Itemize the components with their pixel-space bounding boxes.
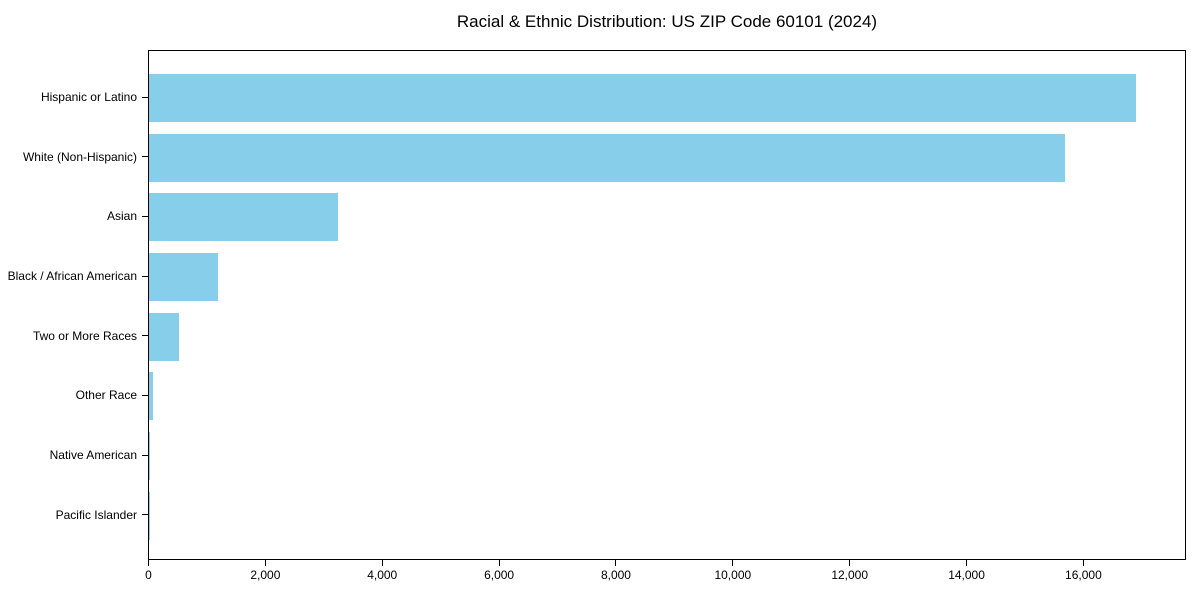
plot-area bbox=[148, 50, 1186, 560]
bar-asian bbox=[149, 193, 338, 242]
x-tick-mark bbox=[615, 560, 617, 566]
x-tick-label-16000: 16,000 bbox=[1065, 568, 1102, 582]
x-tick-label-0: 0 bbox=[145, 568, 152, 582]
x-tick-mark bbox=[148, 560, 149, 566]
y-tick-label-hispanic-or-latino: Hispanic or Latino bbox=[40, 90, 137, 104]
y-tick-mark bbox=[142, 215, 148, 217]
y-tick-label-asian: Asian bbox=[106, 209, 137, 224]
bar-black-african-american bbox=[149, 253, 218, 301]
bar-native-american bbox=[149, 432, 150, 481]
y-tick-mark bbox=[142, 96, 148, 98]
chart-title: Racial & Ethnic Distribution: US ZIP Cod… bbox=[456, 12, 878, 31]
bar-white-non-hispanic bbox=[149, 133, 1065, 182]
x-tick-label-14000: 14,000 bbox=[948, 568, 985, 582]
y-tick-mark bbox=[142, 156, 148, 158]
y-tick-mark bbox=[142, 394, 148, 396]
x-tick-mark bbox=[264, 560, 266, 566]
y-tick-mark bbox=[142, 335, 148, 337]
x-tick-label-8000: 8,000 bbox=[600, 568, 631, 582]
x-tick-label-12000: 12,000 bbox=[831, 568, 869, 582]
bar-other-race bbox=[149, 372, 154, 421]
y-tick-label-white-non-hispanic: White (Non-Hispanic) bbox=[22, 149, 137, 164]
bar-hispanic-or-latino bbox=[149, 74, 1136, 122]
x-tick-mark bbox=[381, 560, 383, 566]
x-tick-label-2000: 2,000 bbox=[250, 568, 281, 582]
y-tick-label-other-race: Other Race bbox=[75, 388, 137, 403]
bar-two-or-more-races bbox=[149, 312, 179, 361]
x-tick-mark bbox=[966, 560, 968, 566]
x-tick-label-6000: 6,000 bbox=[484, 568, 515, 582]
x-tick-label-4000: 4,000 bbox=[367, 568, 398, 582]
y-tick-label-pacific-islander: Pacific Islander bbox=[55, 507, 137, 522]
y-tick-label-native-american: Native American bbox=[49, 448, 137, 463]
x-tick-mark bbox=[849, 560, 851, 566]
y-tick-label-black-african-american: Black / African American bbox=[7, 269, 137, 283]
x-tick-mark bbox=[498, 560, 500, 566]
x-tick-mark bbox=[1082, 560, 1084, 566]
x-tick-label-10000: 10,000 bbox=[714, 568, 752, 582]
x-tick-mark bbox=[732, 560, 734, 566]
y-tick-mark bbox=[142, 454, 148, 456]
y-tick-mark bbox=[142, 514, 148, 516]
y-tick-label-two-or-more-races: Two or More Races bbox=[32, 328, 137, 343]
y-tick-mark bbox=[142, 275, 148, 277]
